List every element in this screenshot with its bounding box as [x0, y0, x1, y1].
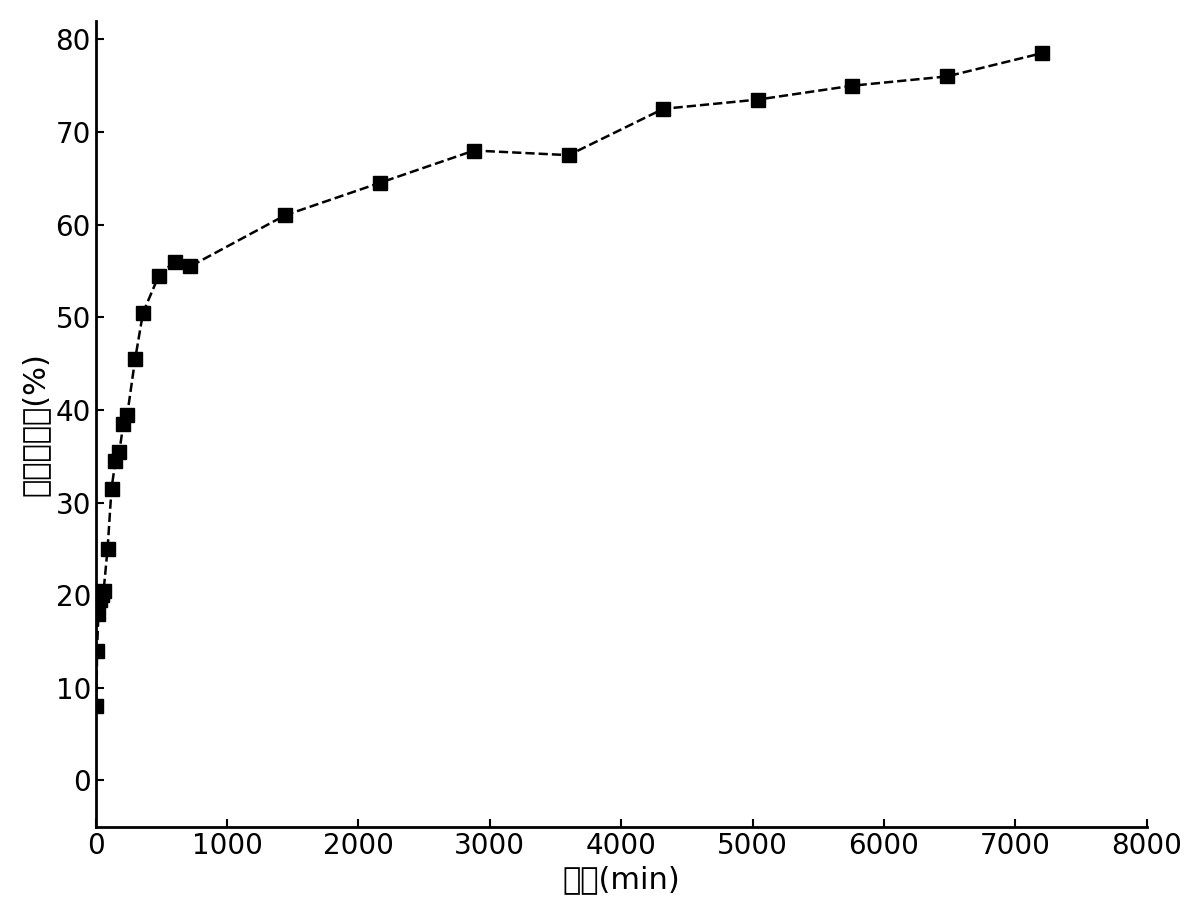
X-axis label: 时间(min): 时间(min)	[562, 866, 680, 894]
Y-axis label: 药物释放量(%): 药物释放量(%)	[20, 352, 49, 496]
